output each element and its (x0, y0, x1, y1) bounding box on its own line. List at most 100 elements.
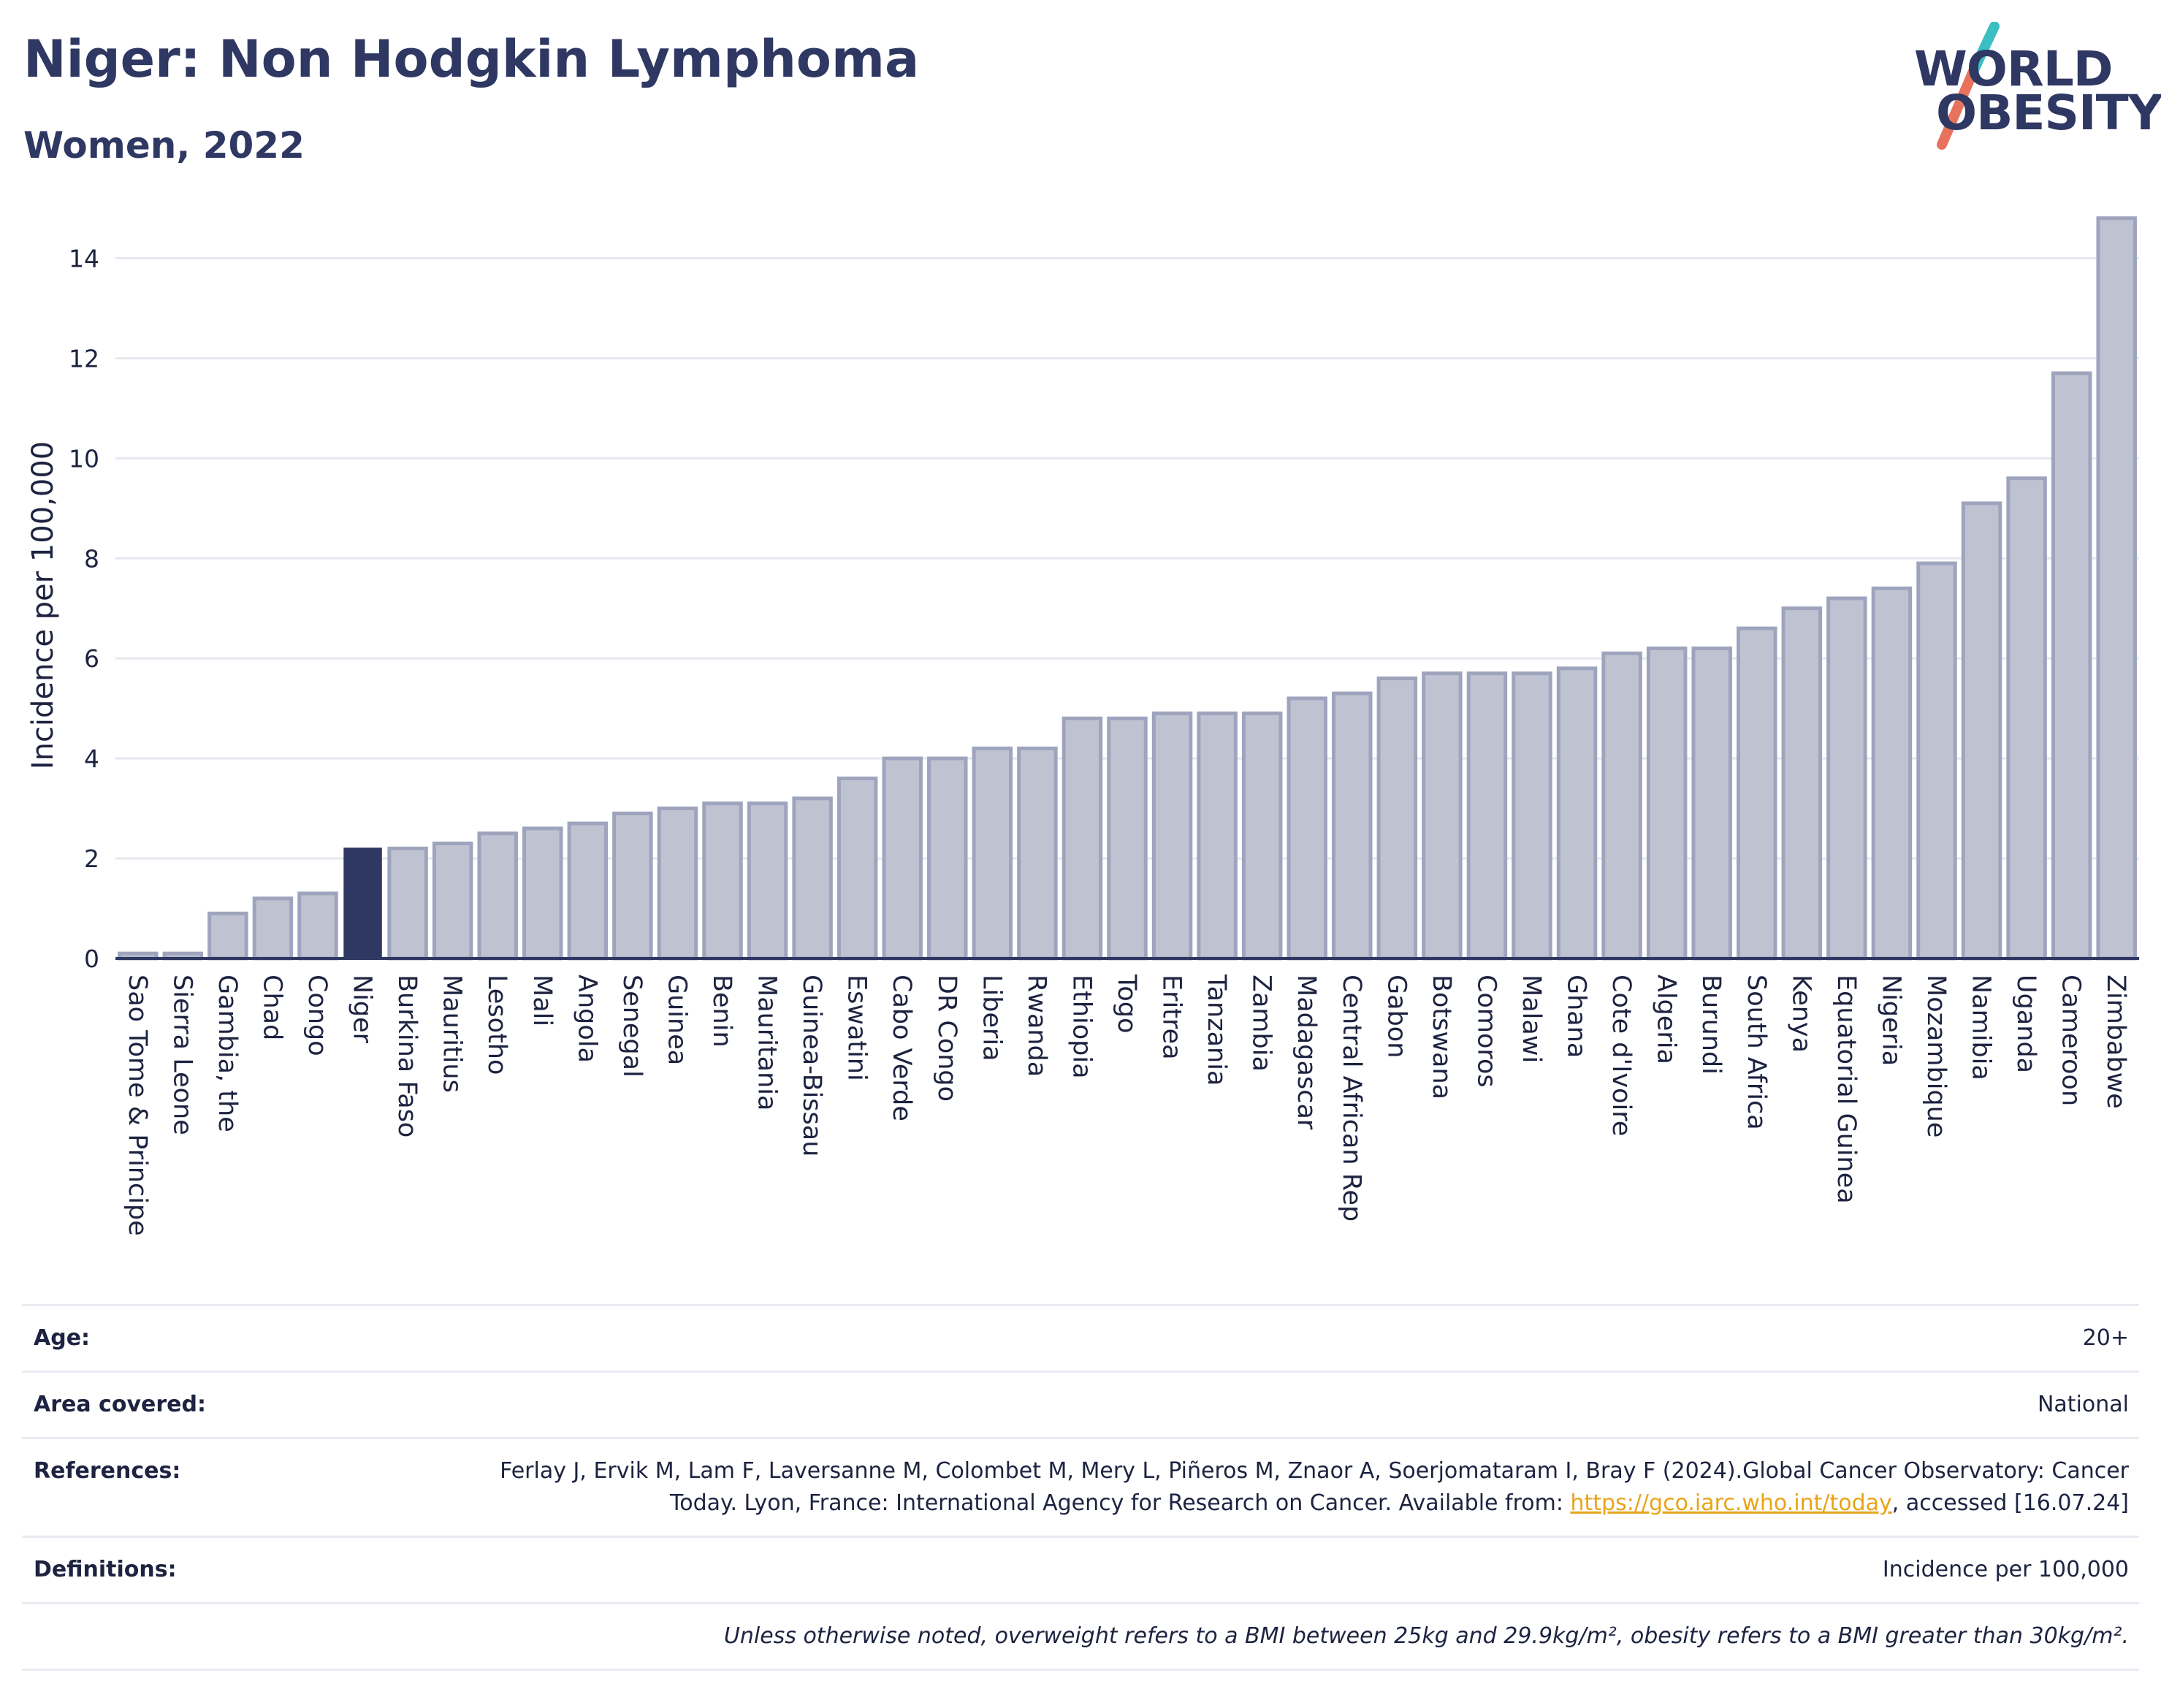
bar-tanzania[interactable] (1197, 712, 1238, 961)
x-tick-label: DR Congo (932, 975, 961, 1102)
bar-mauritius[interactable] (432, 842, 473, 961)
label-layer: 0 2 4 6 8 10 12 14 Incidence per 100,000 Sao Tome… (26, 244, 2130, 1235)
x-tick-label: Tanzania (1202, 974, 1231, 1086)
x-tick-label: Guinea (662, 975, 691, 1065)
y-tick-label: 10 (69, 444, 99, 473)
bar-zambia[interactable] (1241, 712, 1283, 961)
references-label: References: (34, 1458, 181, 1484)
x-tick-label: Mali (527, 975, 557, 1026)
y-tick-label: 4 (84, 744, 99, 773)
x-tick-label: Comoros (1471, 975, 1501, 1088)
bar-south-africa[interactable] (1737, 626, 1777, 961)
x-tick-label: Central African Rep (1337, 975, 1366, 1221)
bar-guinea-bissau[interactable] (792, 796, 833, 961)
references-text: Ferlay J, Ervik M, Lam F, Laversanne M, … (500, 1458, 2129, 1516)
bar-kenya[interactable] (1781, 606, 1823, 961)
meta-row-definitions: Definitions: Incidence per 100,000 (22, 1536, 2139, 1602)
x-tick-label: Malawi (1517, 975, 1546, 1063)
definitions-label: Definitions: (34, 1557, 177, 1582)
bar-dr-congo[interactable] (927, 756, 968, 961)
metadata-table: Age: 20+ Area covered: National Referenc… (22, 1304, 2139, 1671)
meta-row-note: Unless otherwise noted, overweight refer… (22, 1602, 2139, 1671)
y-axis-label: Incidence per 100,000 (26, 441, 60, 770)
x-tick-label: Senegal (617, 975, 647, 1078)
age-label: Age: (34, 1325, 91, 1351)
age-value: 20+ (2082, 1325, 2129, 1351)
bar-niger[interactable] (343, 847, 382, 960)
bar-rwanda[interactable] (1017, 746, 1058, 961)
bar-ghana[interactable] (1556, 666, 1598, 961)
x-tick-label: South Africa (1742, 975, 1771, 1130)
x-tick-label: Algeria (1652, 975, 1681, 1064)
x-tick-label: Guinea-Bissau (797, 975, 826, 1156)
x-tick-label: Sierra Leone (167, 975, 197, 1135)
bar-malawi[interactable] (1512, 671, 1552, 961)
bar-mozambique[interactable] (1916, 561, 1957, 961)
bar-nigeria[interactable] (1871, 586, 1913, 961)
x-tick-label: Zimbabwe (2101, 975, 2130, 1109)
bar-namibia[interactable] (1961, 501, 2002, 961)
bar-madagascar[interactable] (1287, 696, 1327, 961)
x-tick-label: Nigeria (1876, 975, 1905, 1066)
bar-togo[interactable] (1107, 716, 1148, 961)
references-value: Ferlay J, Ervik M, Lam F, Laversanne M, … (472, 1455, 2129, 1520)
bar-liberia[interactable] (972, 746, 1013, 961)
bar-ethiopia[interactable] (1062, 716, 1103, 961)
y-tick-label: 8 (84, 544, 99, 573)
x-tick-label: Togo (1112, 974, 1141, 1033)
meta-row-references: References: Ferlay J, Ervik M, Lam F, La… (22, 1437, 2139, 1536)
bar-mali[interactable] (522, 826, 563, 961)
bar-congo[interactable] (297, 891, 338, 961)
bar-chad[interactable] (252, 896, 294, 961)
bar-central-african-rep[interactable] (1332, 691, 1373, 961)
logo-slash-icon (1937, 22, 2000, 150)
y-tick-label: 0 (84, 945, 99, 973)
bar-eritrea[interactable] (1151, 712, 1193, 961)
references-accessed: , accessed [16.07.24] (1891, 1490, 2129, 1516)
bar-benin[interactable] (702, 801, 743, 961)
bmi-note: Unless otherwise noted, overweight refer… (723, 1623, 2129, 1649)
meta-row-area: Area covered: National (22, 1370, 2139, 1437)
x-tick-label: Mozambique (1921, 975, 1951, 1137)
y-tick-label: 12 (69, 344, 99, 373)
bar-zimbabwe[interactable] (2096, 216, 2137, 961)
x-tick-label: Equatorial Guinea (1832, 975, 1861, 1204)
x-tick-label: Chad (257, 975, 286, 1040)
x-tick-label: Eswatini (842, 975, 872, 1081)
bar-comoros[interactable] (1466, 671, 1508, 961)
bar-gabon[interactable] (1376, 676, 1418, 961)
bar-algeria[interactable] (1646, 647, 1688, 961)
bar-botswana[interactable] (1422, 671, 1463, 961)
bar-guinea[interactable] (657, 807, 698, 961)
bar-senegal[interactable] (612, 811, 653, 961)
definitions-value: Incidence per 100,000 (1882, 1557, 2129, 1582)
bar-equatorial-guinea[interactable] (1826, 596, 1867, 961)
x-tick-label: Congo (302, 975, 332, 1056)
x-tick-label: Zambia (1247, 975, 1276, 1072)
bar-chart: 0 2 4 6 8 10 12 14 Incidence per 100,000 Sao Tome… (26, 216, 2139, 1236)
x-tick-label: Madagascar (1292, 975, 1321, 1130)
bar-burkina-faso[interactable] (387, 846, 428, 961)
meta-row-age: Age: 20+ (22, 1304, 2139, 1370)
x-tick-label: Eritrea (1157, 975, 1186, 1060)
references-link[interactable]: https://gco.iarc.who.int/today (1570, 1490, 1892, 1516)
x-tick-label: Sao Tome & Principe (123, 975, 152, 1236)
x-tick-label: Gambia, the (213, 975, 242, 1132)
bar-burundi[interactable] (1691, 647, 1732, 961)
logo-text-world: WORLD (1914, 41, 2114, 97)
bar-uganda[interactable] (2006, 476, 2047, 961)
x-tick-label: Cameroon (2057, 975, 2086, 1106)
y-tick-label: 6 (84, 644, 99, 673)
x-tick-label: Liberia (977, 975, 1006, 1061)
bar-cote-d-ivoire[interactable] (1601, 651, 1642, 961)
bar-angola[interactable] (567, 821, 609, 961)
area-value: National (2037, 1392, 2129, 1417)
bar-mauritania[interactable] (747, 801, 788, 961)
x-tick-label: Burundi (1696, 975, 1726, 1075)
bar-cabo-verde[interactable] (882, 756, 923, 961)
bar-lesotho[interactable] (477, 831, 518, 961)
bar-eswatini[interactable] (836, 777, 878, 961)
bar-cameroon[interactable] (2051, 371, 2092, 961)
bar-gambia-the[interactable] (207, 911, 248, 961)
x-tick-label: Uganda (2011, 975, 2040, 1073)
